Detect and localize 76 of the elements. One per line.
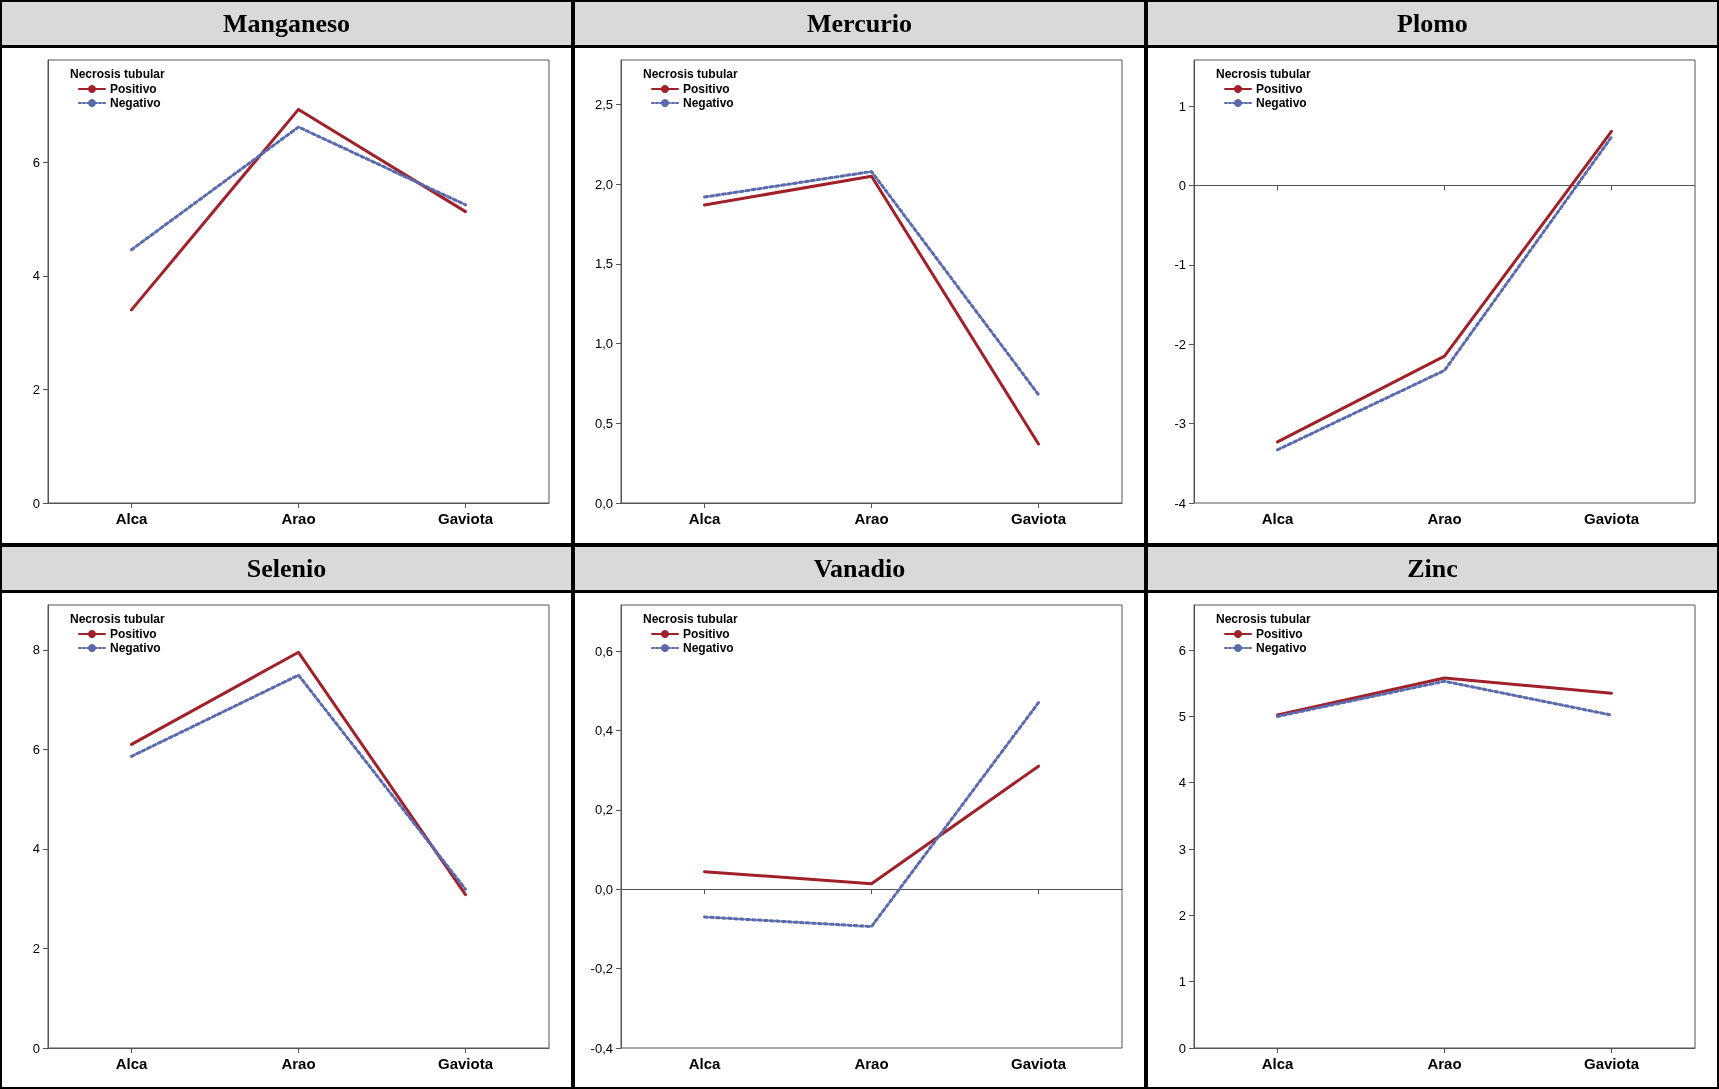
x-tick-label: Gaviota [1583,510,1640,527]
x-tick-label: Gaviota [1583,1054,1640,1072]
y-tick-label: 4 [1178,774,1186,790]
y-tick-label: 0,2 [594,801,613,817]
legend-title: Necrosis tubular [643,611,739,626]
chart-title: Selenio [2,546,571,593]
legend-title: Necrosis tubular [1216,67,1312,81]
y-tick-label: 3 [1178,841,1186,857]
y-tick-label: 5 [1178,708,1186,724]
y-tick-label: 0,0 [594,881,613,897]
y-tick-label: 0,6 [594,643,613,659]
y-tick-label: -4 [1174,495,1186,511]
legend-label: Positivo [1256,626,1303,641]
legend-label: Negativo [1256,640,1307,655]
y-tick-label: -2 [1174,336,1186,352]
y-tick-label: 6 [32,741,40,757]
x-tick-label: Alca [115,1054,148,1072]
y-tick-label: 4 [32,268,40,284]
y-tick-label: 0,5 [594,415,613,431]
y-tick-label: 0 [1178,177,1186,193]
legend-title: Necrosis tubular [643,67,739,81]
y-tick-label: 0 [32,1040,40,1055]
y-tick-label: 1,0 [594,336,613,352]
legend-label: Positivo [110,626,157,641]
chart-title: Plomo [1148,2,1717,48]
x-tick-label: Arao [854,1054,889,1072]
y-tick-label: 8 [32,641,40,657]
y-tick-label: 2,5 [594,97,613,113]
y-tick-label: 4 [32,840,40,856]
y-tick-label: 2 [32,381,40,397]
y-tick-label: -0,4 [590,1040,613,1055]
legend-label: Positivo [1256,82,1303,96]
legend-label: Negativo [683,640,734,655]
x-tick-label: Arao [854,510,889,527]
x-tick-label: Alca [1261,1054,1294,1072]
y-tick-label: 1 [1178,973,1186,989]
y-tick-label: 2,0 [594,176,613,192]
x-tick-label: Arao [1427,1054,1462,1072]
x-tick-label: Gaviota [1010,510,1067,527]
y-tick-label: -1 [1174,257,1186,273]
chart-title: Manganeso [2,2,571,48]
legend-title: Necrosis tubular [1216,611,1312,626]
legend-label: Positivo [683,626,730,641]
x-tick-label: Gaviota [1010,1054,1067,1072]
x-tick-label: Alca [1261,510,1294,527]
legend-label: Positivo [683,82,730,96]
chart-title: Vanadio [575,546,1144,593]
y-tick-label: 0,0 [594,495,613,511]
x-tick-label: Alca [115,510,148,527]
y-tick-label: 2 [32,940,40,956]
y-tick-label: 0,4 [594,722,613,738]
x-tick-label: Arao [281,510,316,527]
y-tick-label: 6 [1178,642,1186,658]
x-tick-label: Gaviota [437,510,494,527]
legend-title: Necrosis tubular [70,611,166,626]
y-tick-label: 0 [32,495,40,511]
x-tick-label: Arao [1427,510,1462,527]
y-tick-label: 2 [1178,907,1186,923]
y-tick-label: 1 [1178,98,1186,114]
legend-label: Negativo [683,96,734,110]
y-tick-label: 0 [1178,1040,1186,1055]
x-tick-label: Gaviota [437,1054,494,1072]
legend-title: Necrosis tubular [70,67,166,81]
legend-label: Negativo [110,96,161,110]
x-tick-label: Arao [281,1054,316,1072]
legend-label: Negativo [110,640,161,655]
x-tick-label: Alca [688,1054,721,1072]
y-tick-label: -0,2 [590,960,613,976]
legend-label: Negativo [1256,96,1307,110]
legend-label: Positivo [110,82,157,96]
chart-title: Zinc [1148,546,1717,593]
chart-title: Mercurio [575,2,1144,48]
x-tick-label: Alca [688,510,721,527]
y-tick-label: 6 [32,154,40,170]
y-tick-label: -3 [1174,416,1186,432]
y-tick-label: 1,5 [594,256,613,272]
